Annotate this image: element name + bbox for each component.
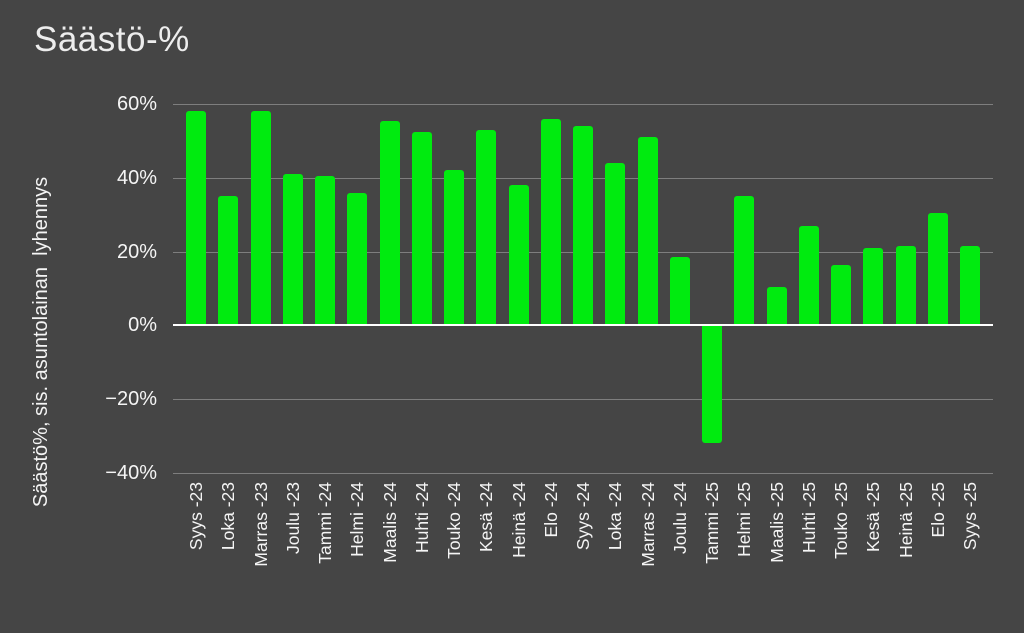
bar [476, 129, 497, 326]
bar [927, 212, 948, 326]
x-tick-label: Marras -23 [250, 482, 271, 567]
zero-axis-line [173, 324, 993, 327]
x-tick-label: Tammi -24 [315, 482, 335, 564]
x-tick-label: Helmi -25 [734, 482, 755, 557]
bar [637, 137, 658, 326]
x-tick-label: Loka -23 [218, 482, 239, 551]
gridline [173, 104, 993, 105]
x-tick-label: Joulu -23 [282, 482, 303, 554]
x-tick-label: Heinä -25 [895, 482, 916, 558]
bar [605, 163, 626, 326]
bar [702, 325, 722, 444]
x-tick-label: Touko -24 [444, 482, 464, 559]
bar [863, 247, 884, 326]
plot-area [173, 104, 993, 474]
bar [960, 246, 980, 326]
bar [798, 225, 819, 326]
bar [540, 118, 561, 326]
x-tick-label: Huhti -25 [798, 482, 819, 554]
bar [444, 170, 464, 326]
x-tick-label: Loka -24 [605, 482, 626, 551]
y-tick-label: −40% [105, 462, 157, 484]
chart-title: Säästö-% [34, 20, 190, 59]
x-tick-label: Elo -24 [540, 482, 561, 538]
y-tick-label: 60% [116, 93, 157, 115]
bar [250, 111, 271, 326]
bar [766, 286, 787, 326]
bar [895, 246, 916, 326]
y-tick-label: 20% [116, 240, 157, 263]
x-tick-label: Kesä -24 [476, 482, 497, 553]
y-tick-label: 40% [116, 166, 157, 189]
x-tick-label: Marras -24 [637, 482, 658, 567]
x-tick-label: Touko -25 [831, 482, 851, 559]
bar [282, 174, 303, 326]
x-tick-label: Maalis -24 [379, 482, 400, 563]
bar [218, 196, 239, 326]
x-tick-label: Huhti -24 [411, 482, 432, 554]
x-tick-label: Elo -25 [927, 482, 948, 538]
x-tick-label: Syys -25 [960, 482, 980, 551]
bar [315, 175, 335, 326]
gridline [173, 473, 993, 474]
bar [831, 264, 851, 326]
bar [411, 131, 432, 326]
bar [186, 111, 206, 326]
x-tick-label: Helmi -24 [347, 482, 368, 557]
x-tick-label: Joulu -24 [669, 482, 690, 554]
y-tick-label: −20% [105, 388, 157, 411]
y-tick-label: 0% [128, 314, 157, 337]
bar [573, 126, 593, 326]
bar [379, 120, 400, 326]
bar [669, 257, 690, 326]
x-tick-label: Heinä -24 [508, 482, 529, 558]
bar [734, 196, 755, 326]
x-tick-label: Kesä -25 [863, 482, 884, 553]
gridline [173, 399, 993, 401]
x-tick-label: Syys -23 [186, 482, 206, 551]
x-tick-label: Syys -24 [573, 482, 593, 551]
x-tick-label: Tammi -25 [702, 482, 722, 564]
bar [508, 185, 529, 326]
x-tick-label: Maalis -25 [766, 482, 787, 563]
bar [347, 192, 368, 326]
